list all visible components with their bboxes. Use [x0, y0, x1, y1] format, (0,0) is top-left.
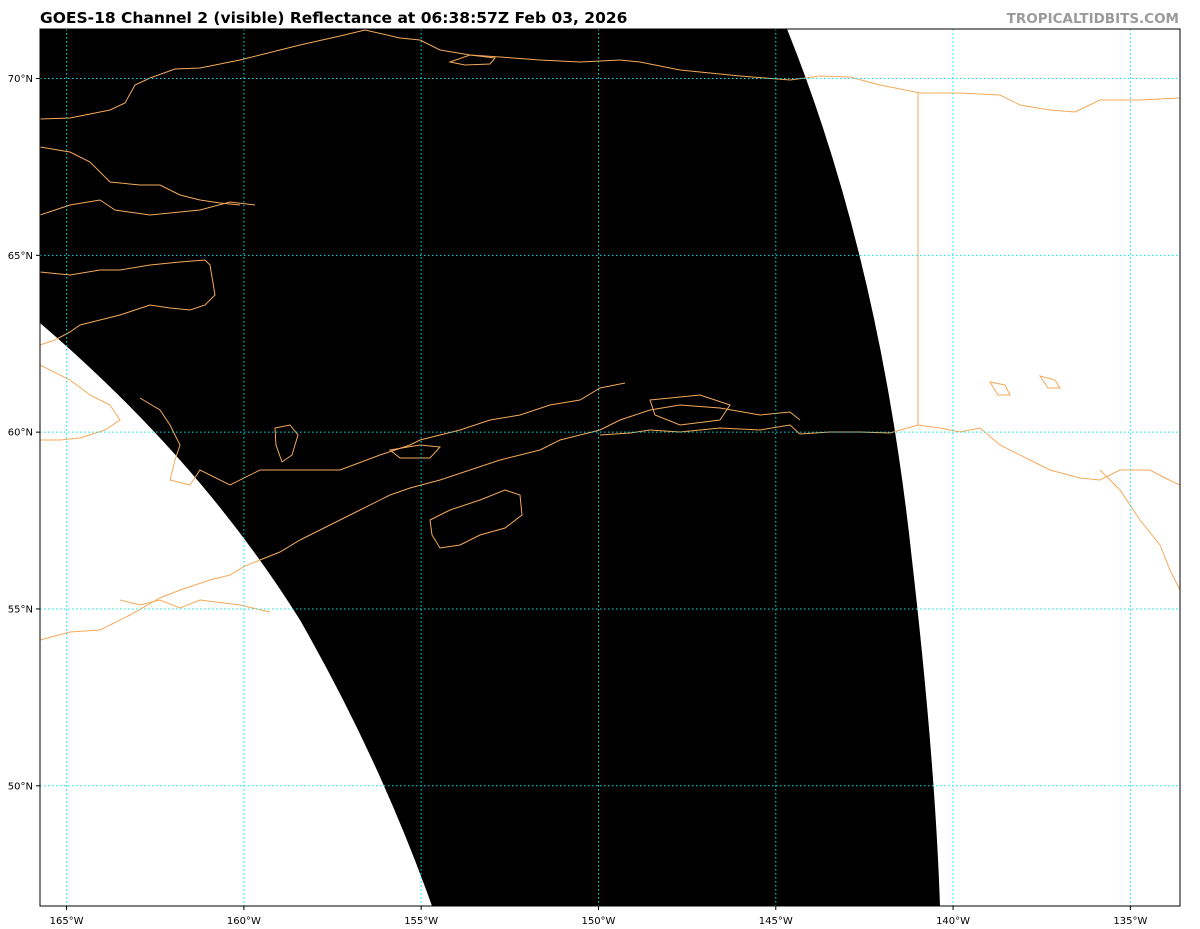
lat-label: 65°N [8, 251, 33, 262]
lat-label: 70°N [8, 74, 33, 85]
credit-watermark: TROPICALTIDBITS.COM [1006, 11, 1179, 27]
lon-label: 145°W [759, 916, 793, 927]
coastlines [40, 29, 1180, 641]
lat-label: 55°N [8, 604, 33, 615]
axis-ticks: 165°W 160°W 155°W 150°W 145°W 140°W 135°W 70°N 6… [8, 74, 1148, 927]
lon-label: 155°W [404, 916, 438, 927]
map-frame [39, 28, 1181, 907]
lat-label: 50°N [8, 781, 33, 792]
map-title: GOES-18 Channel 2 (visible) Reflectance … [40, 9, 628, 27]
lon-label: 150°W [581, 916, 615, 927]
lon-label: 135°W [1113, 916, 1147, 927]
satellite-data-region [40, 29, 940, 906]
lat-label: 60°N [8, 428, 33, 439]
lon-label: 140°W [936, 916, 970, 927]
lon-label: 160°W [227, 916, 261, 927]
lon-label: 165°W [50, 916, 84, 927]
